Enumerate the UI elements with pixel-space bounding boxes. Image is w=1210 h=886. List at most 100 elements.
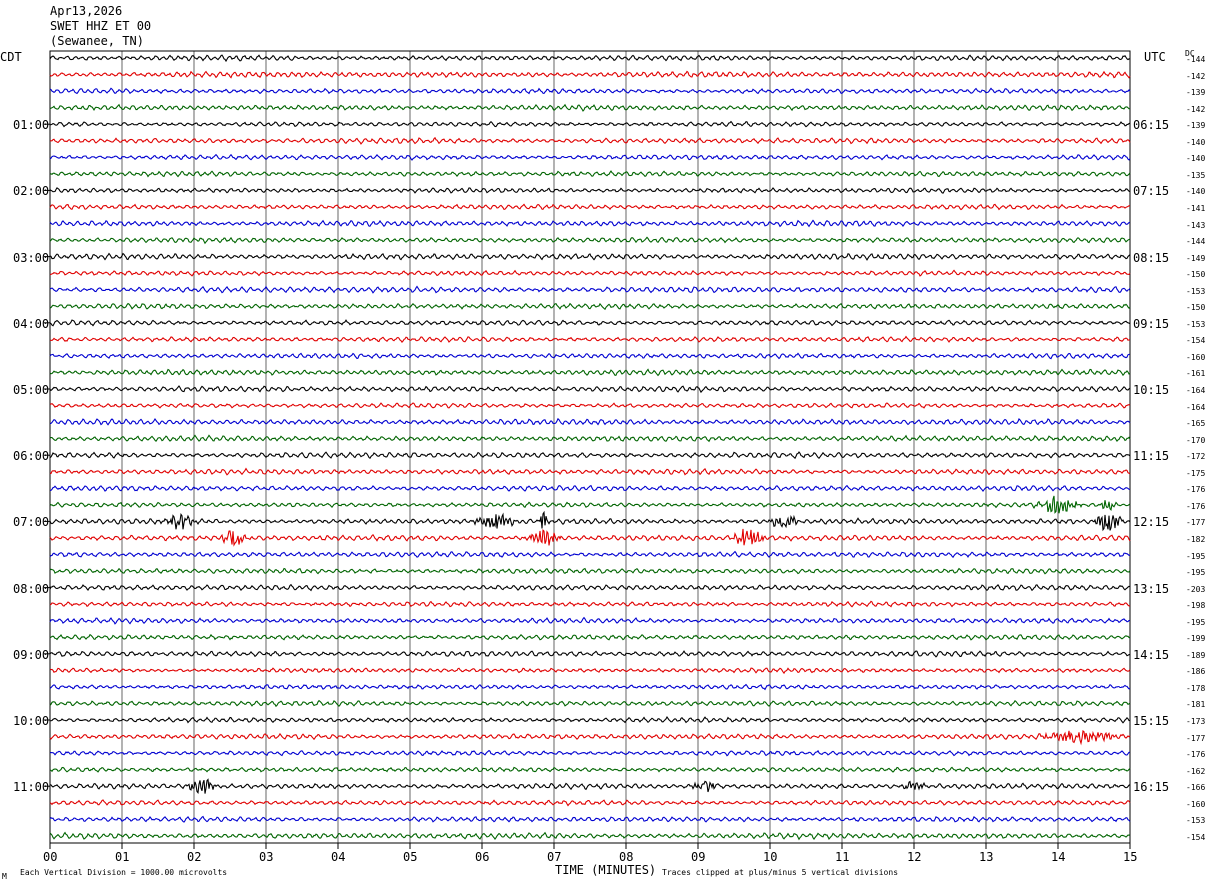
dc-offset-label: -176: [1186, 750, 1206, 760]
right-hour-label: 12:15: [1133, 515, 1170, 530]
seismogram-trace: [49, 831, 1131, 841]
dc-offset-label: -181: [1186, 700, 1206, 710]
dc-offset-label: -140: [1186, 154, 1206, 164]
left-hour-label: 08:00: [13, 581, 50, 596]
seismogram-trace: [49, 434, 1131, 443]
seismogram-trace: [49, 153, 1131, 161]
x-tick-label: 04: [331, 850, 346, 864]
seismogram-trace: [49, 495, 1131, 514]
seismogram-trace: [49, 699, 1131, 708]
left-hour-label: 04:00: [13, 316, 50, 331]
seismogram-trace: [49, 683, 1131, 691]
right-hour-label: 10:15: [1133, 383, 1170, 397]
seismogram-trace: [49, 451, 1131, 460]
dc-label: DC: [1185, 49, 1195, 58]
x-tick-label: 01: [115, 850, 130, 864]
dc-offset-label: -144: [1186, 237, 1206, 247]
dc-offset-label: -140: [1186, 187, 1206, 197]
dc-offset-label: -164: [1186, 402, 1206, 412]
dc-offset-label: -154: [1186, 336, 1206, 346]
dc-offset-label: -135: [1186, 170, 1206, 180]
dc-offset-label: -195: [1186, 551, 1206, 561]
right-hour-label: 11:15: [1133, 449, 1170, 464]
seismogram-trace: [49, 170, 1131, 178]
seismogram-trace: [49, 799, 1131, 807]
right-hour-label: 07:15: [1133, 184, 1170, 199]
dc-offset-label: -150: [1186, 303, 1206, 313]
seismogram-trace: [49, 550, 1131, 559]
dc-offset-label: -150: [1186, 270, 1206, 280]
seismogram-trace: [49, 667, 1131, 675]
x-tick-label: 11: [835, 850, 850, 864]
seismogram-trace: [49, 484, 1131, 492]
dc-offset-label: -199: [1186, 634, 1206, 644]
dc-offset-label: -170: [1186, 435, 1206, 445]
dc-offset-label: -142: [1186, 104, 1206, 114]
dc-offset-label: -178: [1186, 683, 1206, 693]
x-tick-label: 02: [187, 850, 202, 864]
left-hour-label: 11:00: [13, 780, 50, 795]
seismogram-trace: [49, 136, 1131, 145]
seismogram-trace: [49, 187, 1131, 194]
seismogram-trace: [49, 352, 1131, 360]
dc-offset-label: -160: [1186, 799, 1206, 809]
seismogram-trace: [49, 528, 1131, 547]
dc-offset-label: -162: [1186, 766, 1206, 776]
dc-offset-label: -160: [1186, 352, 1206, 362]
dc-offset-label: -173: [1186, 717, 1206, 726]
x-tick-label: 05: [403, 850, 418, 864]
seismogram-trace: [49, 616, 1131, 625]
dc-offset-label: -161: [1186, 369, 1206, 379]
dc-offset-label: -153: [1186, 816, 1206, 826]
dc-offset-label: -203: [1186, 584, 1206, 594]
dc-offset-label: -143: [1186, 220, 1206, 230]
dc-offset-label: -195: [1186, 617, 1206, 627]
seismogram-trace: [49, 749, 1131, 757]
right-hour-label: 16:15: [1133, 780, 1170, 795]
seismogram-trace: [49, 54, 1131, 63]
right-hour-label: 08:15: [1133, 250, 1170, 265]
header-date: Apr13,2026: [50, 4, 123, 18]
seismogram-trace: [49, 368, 1131, 377]
dc-offset-label: -175: [1186, 468, 1206, 478]
footer-scale-note: Each Vertical Division = 1000.00 microvo…: [20, 868, 228, 877]
seismogram-trace: [49, 650, 1131, 658]
plot-frame: [49, 50, 1131, 844]
x-tick-label: 08: [619, 850, 634, 864]
footer-clip-note: Traces clipped at plus/minus 5 vertical …: [662, 868, 899, 877]
seismogram-trace: [49, 417, 1131, 426]
dc-offset-label: -141: [1186, 203, 1206, 213]
seismogram-trace: [49, 70, 1131, 79]
x-tick-label: 09: [691, 850, 706, 864]
seismogram-trace: [49, 778, 1131, 794]
dc-offset-label: -177: [1186, 733, 1206, 743]
x-tick-label: 10: [763, 850, 778, 864]
dc-offset-label: -195: [1186, 568, 1206, 578]
x-tick-label: 06: [475, 850, 490, 864]
right-hour-label: 06:15: [1133, 118, 1170, 133]
left-hour-label: 10:00: [13, 714, 50, 728]
x-tick-label: 07: [547, 850, 562, 864]
x-axis-title: TIME (MINUTES): [555, 863, 657, 877]
seismogram-trace: [49, 252, 1131, 261]
seismogram-trace: [49, 715, 1131, 724]
left-hour-label: 01:00: [13, 118, 50, 133]
seismogram-trace: [49, 203, 1131, 211]
minute-gridlines: [121, 51, 1059, 843]
seismogram-trace: [49, 269, 1131, 277]
seismogram-trace: [49, 285, 1131, 294]
dc-offset-label: -177: [1186, 518, 1206, 528]
left-hour-label: 02:00: [13, 184, 50, 199]
x-tick-label: 15: [1123, 850, 1138, 864]
seismogram-traces: [49, 54, 1131, 841]
left-hour-label: 06:00: [13, 449, 50, 464]
dc-offset-label: -189: [1186, 650, 1206, 660]
dc-offset-label: -172: [1186, 452, 1206, 462]
left-timezone-label: CDT: [0, 50, 22, 64]
dc-offset-label: -153: [1186, 286, 1206, 296]
seismogram-trace: [49, 766, 1131, 773]
seismogram-trace: [49, 402, 1131, 409]
seismogram-trace: [49, 385, 1131, 394]
right-hour-label: 13:15: [1133, 581, 1170, 596]
